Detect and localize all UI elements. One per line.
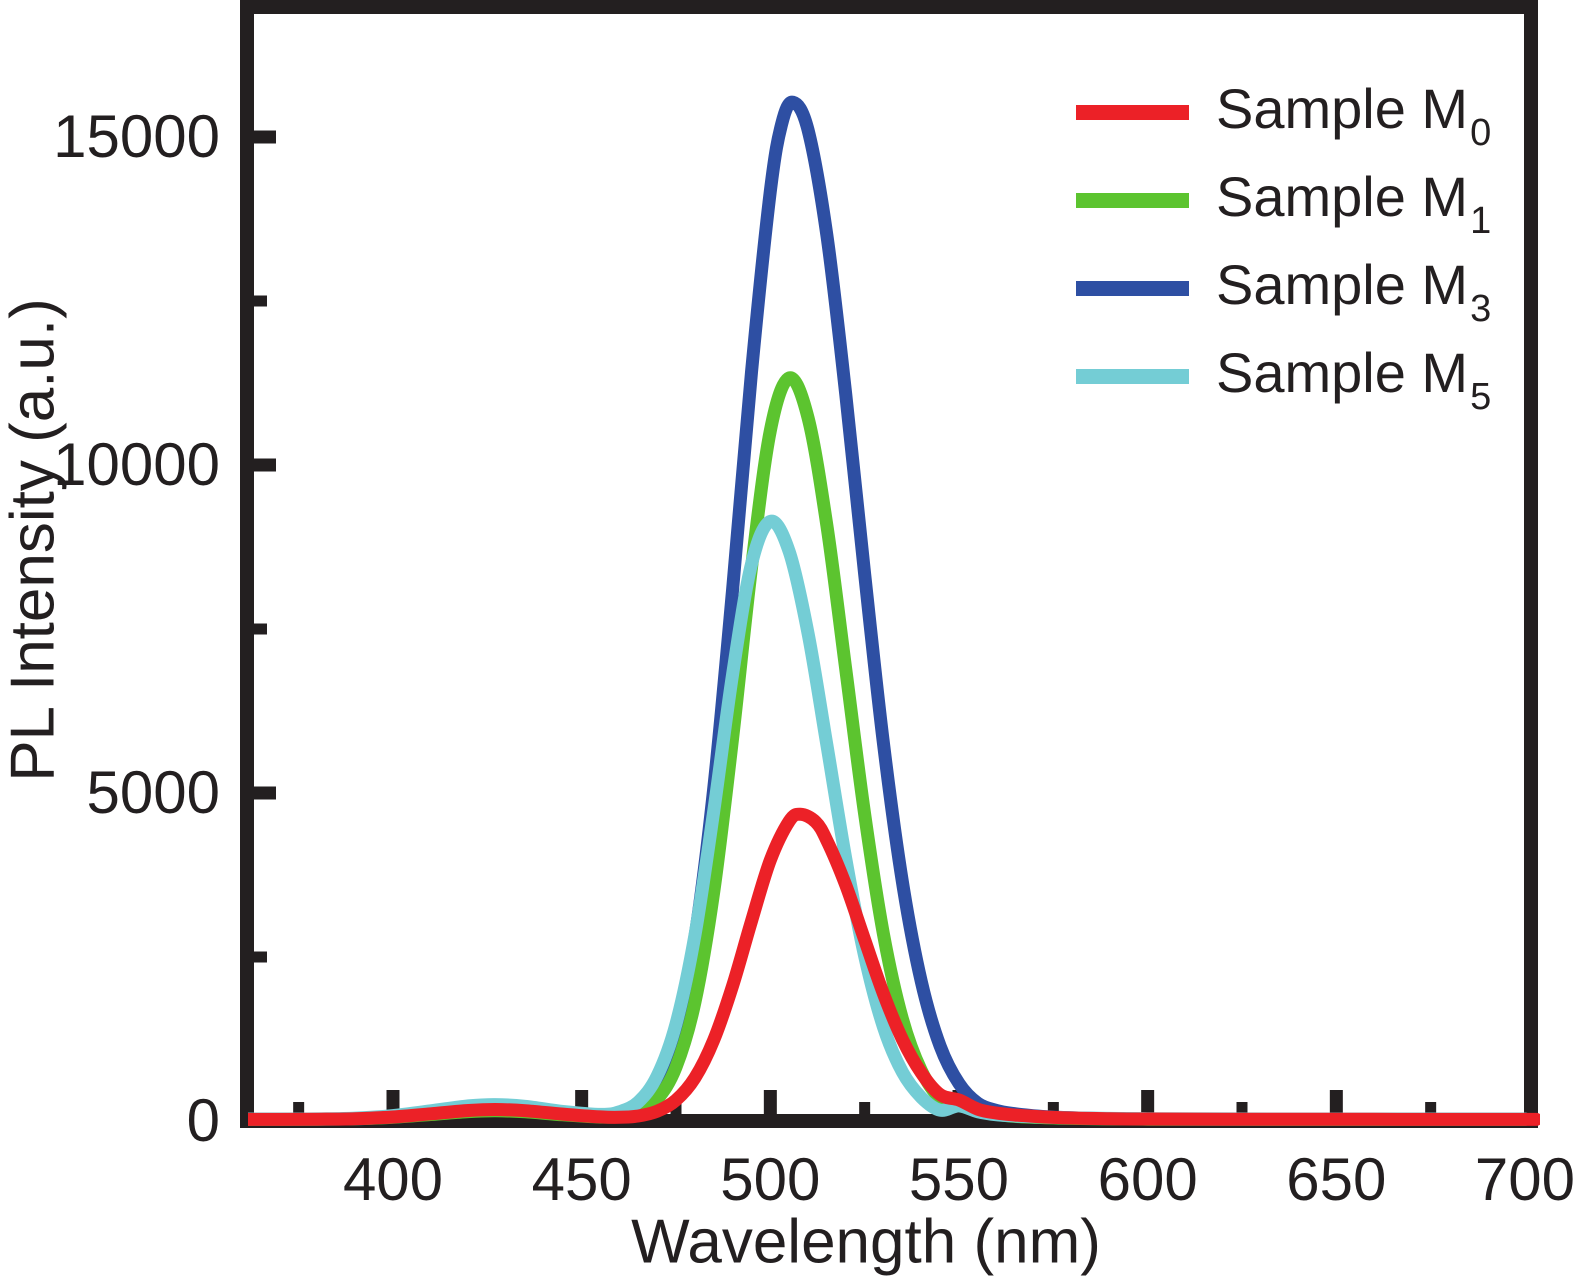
legend-item-sample-m0: Sample M0 xyxy=(1076,68,1492,156)
x-tick-label: 450 xyxy=(531,1146,632,1213)
x-axis-title: Wavelength (nm) xyxy=(631,1207,1101,1277)
y-minor-tick xyxy=(254,623,267,635)
x-tick-label: 500 xyxy=(720,1146,821,1213)
x-minor-tick xyxy=(1236,1102,1248,1114)
y-major-tick xyxy=(254,458,276,472)
legend-swatch-m1 xyxy=(1076,192,1189,208)
legend-label-subscript-m3: 3 xyxy=(1470,287,1492,330)
y-tick-label: 10000 xyxy=(53,431,220,498)
legend-label-subscript-m5: 5 xyxy=(1470,375,1492,418)
legend-item-sample-m5: Sample M5 xyxy=(1076,332,1492,420)
x-major-tick xyxy=(763,1090,777,1114)
x-minor-tick xyxy=(293,1102,305,1114)
y-major-tick xyxy=(254,786,276,800)
y-tick-label: 0 xyxy=(186,1087,220,1154)
y-tick-label: 15000 xyxy=(53,103,220,170)
x-minor-tick xyxy=(1425,1102,1437,1114)
legend-item-sample-m3: Sample M3 xyxy=(1076,244,1492,332)
left-spine xyxy=(240,0,254,1128)
legend-label-subscript-m1: 1 xyxy=(1470,199,1492,242)
y-minor-tick xyxy=(254,295,267,307)
y-tick-label: 5000 xyxy=(86,759,220,826)
legend-label-m5: Sample M5 xyxy=(1216,340,1492,418)
right-spine xyxy=(1524,0,1538,1128)
x-tick-label: 700 xyxy=(1474,1146,1575,1213)
legend-swatch-m0 xyxy=(1076,104,1189,120)
top-spine xyxy=(240,0,1538,14)
x-major-tick xyxy=(1329,1090,1343,1114)
legend-label-m1: Sample M1 xyxy=(1216,164,1492,242)
legend-swatch-m5 xyxy=(1076,368,1189,384)
x-minor-tick xyxy=(859,1102,871,1114)
series-curve-sample-m5 xyxy=(248,514,1532,1126)
x-tick-label: 400 xyxy=(342,1146,444,1213)
legend-item-sample-m1: Sample M1 xyxy=(1076,156,1492,244)
legend: Sample M0 Sample M1 Sample M3 Sample M5 xyxy=(1076,68,1492,420)
series-curve-sample-m0 xyxy=(248,807,1540,1126)
y-axis-title: PL Intensity (a.u.) xyxy=(0,298,68,782)
legend-label-m0: Sample M0 xyxy=(1216,76,1492,154)
y-major-tick xyxy=(254,130,276,144)
legend-label-m3: Sample M3 xyxy=(1216,252,1492,330)
legend-swatch-m3 xyxy=(1076,280,1189,296)
legend-label-subscript-m0: 0 xyxy=(1470,111,1492,154)
x-minor-tick xyxy=(1047,1102,1059,1114)
x-tick-label: 550 xyxy=(908,1146,1010,1213)
x-tick-label: 600 xyxy=(1097,1146,1198,1213)
x-major-tick xyxy=(386,1090,400,1114)
x-tick-label: 650 xyxy=(1286,1146,1387,1213)
y-minor-tick xyxy=(254,951,267,963)
x-major-tick xyxy=(1141,1090,1155,1114)
